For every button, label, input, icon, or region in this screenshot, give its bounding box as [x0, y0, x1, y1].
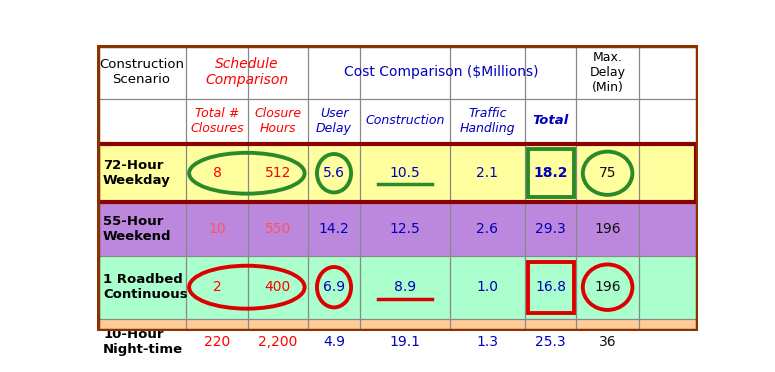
- Text: 25.3: 25.3: [536, 335, 566, 349]
- Text: User
Delay: User Delay: [316, 107, 352, 135]
- Text: 1.3: 1.3: [477, 335, 498, 349]
- Text: 10: 10: [208, 222, 226, 237]
- Text: Cost Comparison ($Millions): Cost Comparison ($Millions): [345, 65, 539, 79]
- Bar: [528, 262, 574, 312]
- Text: 18.2: 18.2: [533, 166, 568, 180]
- Bar: [97, 203, 698, 256]
- Text: 6.9: 6.9: [323, 280, 345, 294]
- Text: 2,200: 2,200: [258, 335, 298, 349]
- Text: Closure
Hours: Closure Hours: [254, 107, 301, 135]
- Bar: [97, 143, 698, 203]
- Text: 2.1: 2.1: [477, 166, 498, 180]
- Text: 2.6: 2.6: [477, 222, 498, 237]
- Text: 1 Roadbed
Continuous: 1 Roadbed Continuous: [103, 273, 188, 301]
- Text: Construction: Construction: [365, 114, 445, 127]
- Text: 14.2: 14.2: [319, 222, 350, 237]
- Text: 8: 8: [212, 166, 222, 180]
- Bar: [97, 46, 698, 143]
- Text: 2: 2: [212, 280, 222, 294]
- Text: Total #
Closures: Total # Closures: [190, 107, 244, 135]
- Bar: [97, 319, 698, 365]
- Text: 75: 75: [599, 166, 616, 180]
- Text: 400: 400: [265, 280, 291, 294]
- Text: Construction
Scenario: Construction Scenario: [99, 58, 184, 86]
- Text: 5.6: 5.6: [323, 166, 345, 180]
- Text: 512: 512: [264, 166, 291, 180]
- Text: 196: 196: [594, 222, 621, 237]
- Text: Max.
Delay
(Min): Max. Delay (Min): [590, 51, 625, 94]
- Text: 8.9: 8.9: [394, 280, 416, 294]
- Text: Total: Total: [532, 114, 569, 127]
- Text: 220: 220: [204, 335, 230, 349]
- Text: 12.5: 12.5: [390, 222, 420, 237]
- Text: 72-Hour
Weekday: 72-Hour Weekday: [103, 159, 170, 187]
- Text: 10-Hour
Night-time: 10-Hour Night-time: [103, 328, 183, 356]
- Text: 55-Hour
Weekend: 55-Hour Weekend: [103, 215, 171, 243]
- Text: 29.3: 29.3: [536, 222, 566, 237]
- Text: 550: 550: [265, 222, 291, 237]
- Text: 4.9: 4.9: [323, 335, 345, 349]
- Bar: [98, 144, 696, 202]
- Text: Schedule
Comparison: Schedule Comparison: [205, 57, 288, 87]
- Text: 1.0: 1.0: [477, 280, 498, 294]
- Text: 16.8: 16.8: [535, 280, 566, 294]
- Text: 36: 36: [599, 335, 616, 349]
- Text: 196: 196: [594, 280, 621, 294]
- Bar: [97, 256, 698, 319]
- Bar: [528, 150, 574, 197]
- Text: Traffic
Handling: Traffic Handling: [460, 107, 515, 135]
- Text: 10.5: 10.5: [390, 166, 420, 180]
- Text: 19.1: 19.1: [389, 335, 420, 349]
